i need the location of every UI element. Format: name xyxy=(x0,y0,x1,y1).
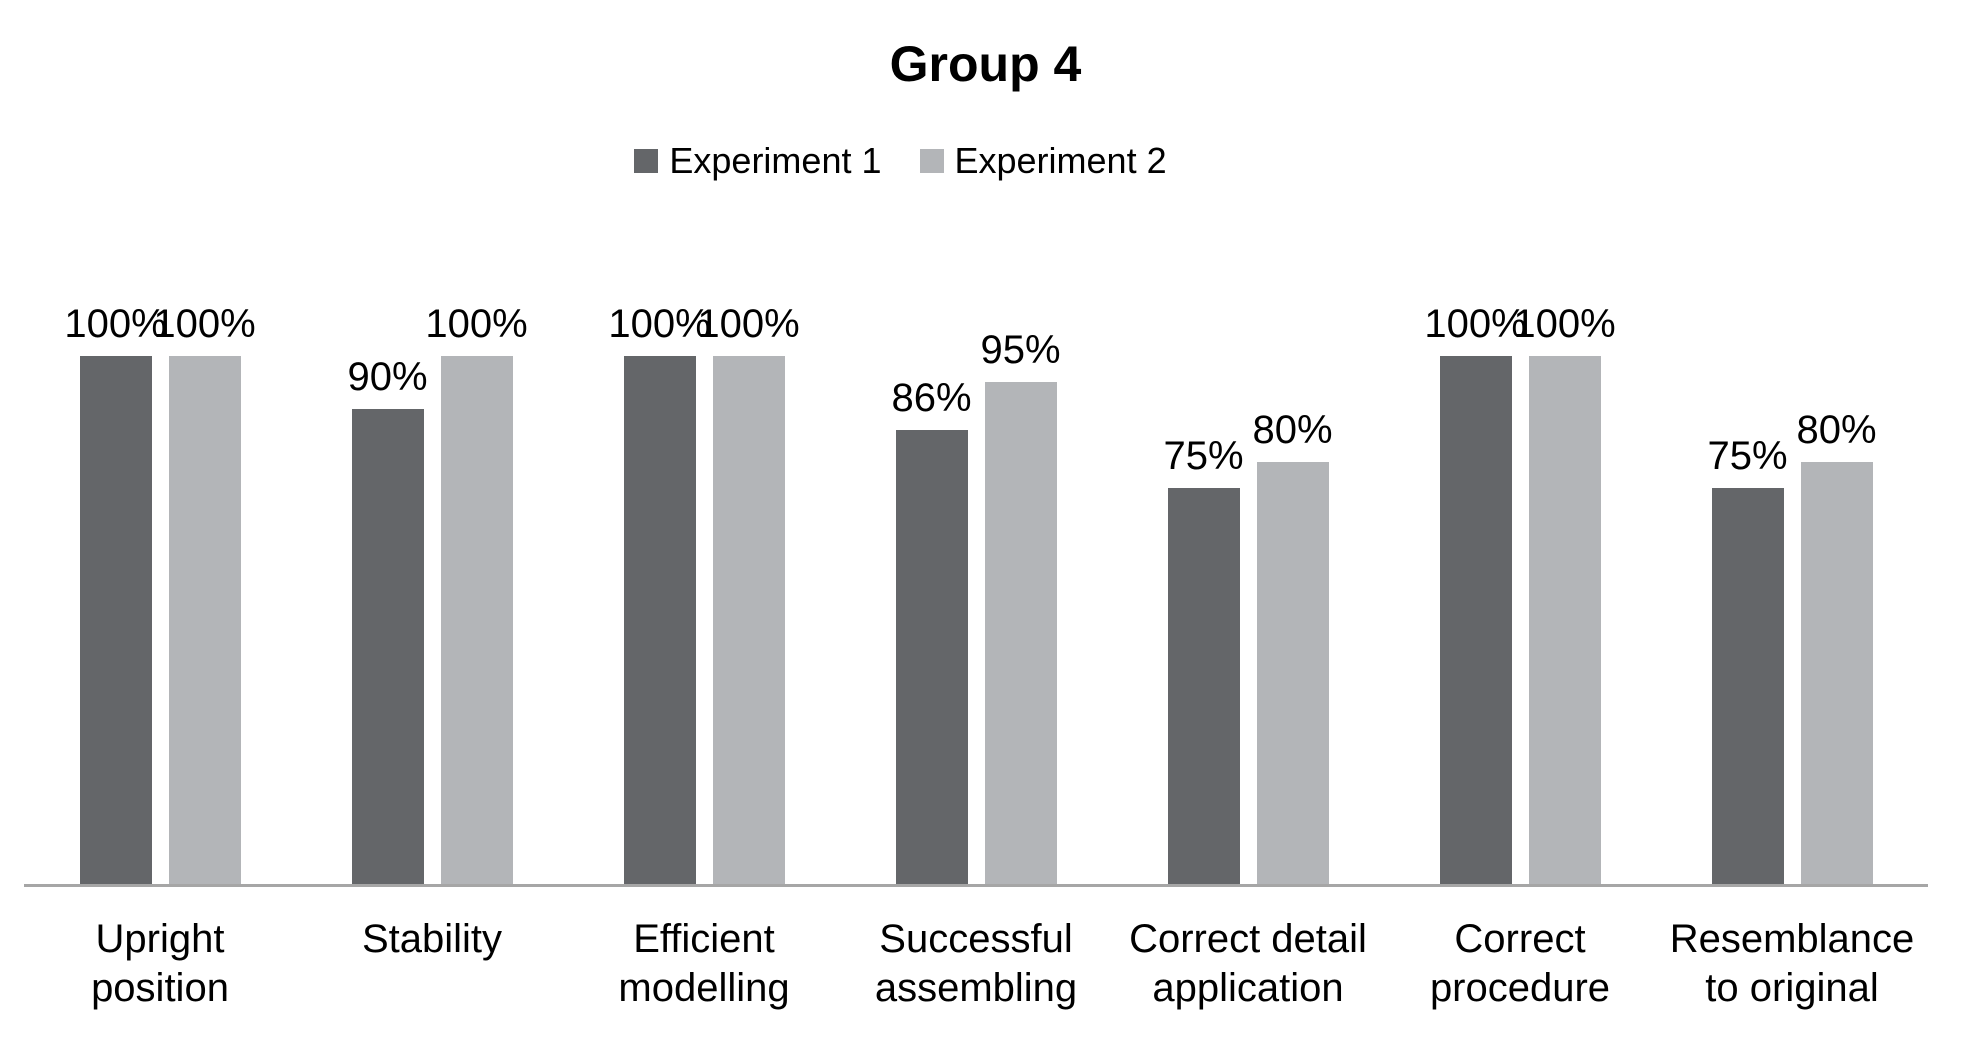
value-label: 95% xyxy=(980,328,1061,373)
legend-item-experiment-1: Experiment 1 xyxy=(634,140,882,181)
legend-swatch-experiment-2 xyxy=(919,149,944,173)
legend: Experiment 1 Experiment 2 xyxy=(0,143,1886,179)
value-label: 90% xyxy=(347,354,428,399)
legend-item-experiment-2: Experiment 2 xyxy=(919,140,1167,181)
legend-swatch-experiment-1 xyxy=(634,149,659,173)
chart-title: Group 4 xyxy=(889,36,1082,92)
bar-experiment-1 xyxy=(351,408,424,884)
bar-experiment-2 xyxy=(1528,356,1601,884)
value-label: 100% xyxy=(608,302,711,346)
legend-label-experiment-1: Experiment 1 xyxy=(669,140,882,181)
value-label: 100% xyxy=(697,302,800,346)
category-group: 75% 80% xyxy=(1112,0,1384,884)
category-group: 100% 100% xyxy=(24,0,296,884)
bar-experiment-1 xyxy=(79,356,152,884)
bar-experiment-2 xyxy=(168,356,241,884)
value-label: 100% xyxy=(425,302,528,346)
category-label: Efficient modelling xyxy=(618,917,790,1010)
category-group: 90% 100% xyxy=(296,0,568,884)
value-label: 80% xyxy=(1252,407,1333,452)
bar-experiment-1 xyxy=(1711,488,1784,884)
value-label: 86% xyxy=(891,375,972,420)
value-label: 100% xyxy=(1513,302,1616,346)
bar-experiment-2 xyxy=(440,356,513,884)
category-group: 75% 80% xyxy=(1656,0,1928,884)
bar-experiment-2 xyxy=(712,356,785,884)
category-label: Correct detail application xyxy=(1129,917,1367,1010)
bar-experiment-1 xyxy=(623,356,696,884)
value-label: 75% xyxy=(1707,434,1788,478)
value-label: 75% xyxy=(1163,434,1244,478)
category-label: Correct procedure xyxy=(1429,917,1611,1010)
category-labels: Upright position Stability Efficient model… xyxy=(24,915,1928,1013)
bar-experiment-2 xyxy=(1800,461,1873,884)
category-group: 100% 100% xyxy=(1384,0,1656,884)
category-label: Resemblance to original xyxy=(1669,917,1915,1010)
bar-experiment-2 xyxy=(984,382,1057,884)
value-label: 100% xyxy=(1424,302,1527,346)
value-label: 80% xyxy=(1796,407,1877,452)
category-group: 100% 100% xyxy=(568,0,840,884)
bar-experiment-1 xyxy=(1439,356,1512,884)
bar-experiment-2 xyxy=(1256,461,1329,884)
category-group: 86% 95% xyxy=(840,0,1112,884)
bar-experiment-1 xyxy=(1167,488,1240,884)
category-label: Upright position xyxy=(91,917,229,1010)
legend-label-experiment-2: Experiment 2 xyxy=(954,140,1167,181)
category-label: Successful assembling xyxy=(874,917,1078,1010)
value-label: 100% xyxy=(64,302,167,346)
bar-experiment-1 xyxy=(895,429,968,884)
x-axis-line xyxy=(24,884,1928,887)
category-label: Stability xyxy=(361,917,503,961)
plot-area: 100% 100% 90% 100% 100% 100% 86% 95% 75% 80% 100% 1… xyxy=(24,0,1928,884)
value-label: 100% xyxy=(153,302,256,346)
